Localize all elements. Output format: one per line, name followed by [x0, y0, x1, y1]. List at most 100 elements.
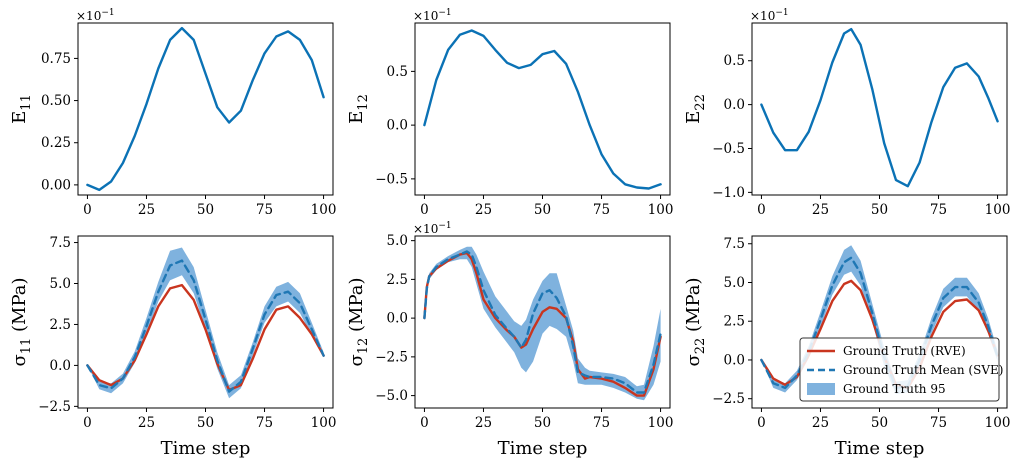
panel-s11: −2.5 0.0 2.5 5.0 7.5 0 25 50 75 100 σ11 (MPa) Time …	[9, 235, 336, 459]
strain-line	[423, 29, 662, 190]
multiplier-exponent: −1	[101, 8, 114, 18]
x-tick-label: 25	[475, 202, 492, 218]
y-tick-label: 7.5	[724, 236, 745, 252]
multiplier-exponent: −1	[438, 8, 451, 18]
y-tick-label: −2.5	[38, 399, 71, 415]
y-tick-label: 0.00	[41, 177, 71, 193]
rve-line	[86, 283, 325, 392]
y-axis-label: σ11 (MPa)	[9, 277, 34, 366]
y-tick-label: 0.0	[387, 311, 408, 327]
y-axis-label: E12	[346, 94, 371, 124]
x-tick-label: 100	[985, 415, 1011, 431]
axis-multiplier: ×10−1	[413, 221, 452, 236]
x-tick-label: 0	[757, 415, 766, 431]
x-axis-label: Time step	[498, 438, 588, 459]
y-tick-label: 5.0	[387, 233, 408, 249]
sve-mean-line	[86, 259, 325, 393]
x-tick-label: 0	[83, 415, 92, 431]
multiplier-base: ×10	[750, 9, 775, 23]
y-label-subscript: 22	[693, 338, 708, 355]
x-tick-label: 100	[648, 202, 674, 218]
sve-mean-line	[760, 256, 999, 390]
axis-multiplier: ×10−1	[76, 8, 115, 23]
y-axis-label: E11	[9, 94, 34, 124]
y-tick-label: 2.5	[724, 314, 745, 330]
y-label-symbol: E	[683, 111, 704, 124]
rve-line	[423, 251, 662, 397]
y-label-subscript: 11	[19, 94, 34, 111]
y-tick-label: −2.5	[712, 391, 745, 407]
axis-multiplier: ×10−1	[750, 8, 789, 23]
multiplier-exponent: −1	[438, 221, 451, 231]
y-tick-label: 5.0	[50, 276, 71, 292]
axes-frame	[414, 22, 671, 196]
x-tick-label: 50	[534, 202, 551, 218]
x-tick-label: 0	[83, 202, 92, 218]
axes-frame	[77, 22, 334, 196]
x-tick-label: 75	[930, 415, 947, 431]
y-tick-label: 7.5	[50, 235, 71, 251]
panel-e11: 0.00 0.25 0.50 0.75 0 25 50 75 100 ×10−1 E11	[9, 8, 336, 218]
y-label-symbol: E	[346, 111, 367, 124]
panel-e22: −1.0 −0.5 0.0 0.5 0 25 50 75 100 ×10−1 E22	[683, 8, 1010, 218]
y-tick-label: 0.5	[387, 64, 408, 80]
x-tick-label: 50	[197, 415, 214, 431]
y-label-symbol: σ	[9, 354, 30, 366]
x-axis-label: Time step	[161, 438, 251, 459]
x-tick-label: 25	[138, 415, 155, 431]
y-tick-label: 0.0	[387, 118, 408, 134]
x-tick-label: 100	[648, 415, 674, 431]
legend-label: Ground Truth Mean (SVE)	[843, 363, 1003, 377]
multiplier-exponent: −1	[775, 8, 788, 18]
panel-s12: −5.0 −2.5 0.0 2.5 5.0 0 25 50 75 100 ×10−1 σ12 (MPa…	[346, 221, 673, 459]
confidence-band-95	[424, 246, 661, 401]
y-tick-label: −5.0	[375, 388, 408, 404]
y-axis-label: E22	[683, 94, 708, 124]
x-tick-label: 75	[593, 415, 610, 431]
y-tick-label: 0.50	[41, 93, 71, 109]
y-tick-label: 0.75	[41, 51, 71, 67]
x-tick-label: 25	[138, 202, 155, 218]
multiplier-base: ×10	[413, 222, 438, 236]
x-tick-label: 75	[256, 415, 273, 431]
x-tick-label: 50	[871, 415, 888, 431]
x-tick-label: 0	[420, 415, 429, 431]
panel-e12: −0.5 0.0 0.5 0 25 50 75 100 ×10−1 E12	[346, 8, 673, 218]
y-tick-label: 2.5	[50, 317, 71, 333]
x-tick-label: 0	[757, 202, 766, 218]
y-tick-label: 0.5	[724, 53, 745, 69]
y-label-subscript: 11	[19, 338, 34, 355]
x-tick-label: 100	[311, 415, 337, 431]
x-axis-label: Time step	[835, 438, 925, 459]
y-label-subscript: 12	[356, 94, 371, 111]
y-tick-label: −0.5	[375, 171, 408, 187]
axes-frame	[751, 22, 1008, 196]
legend-label: Ground Truth (RVE)	[843, 344, 966, 358]
x-tick-label: 100	[985, 202, 1011, 218]
y-label-unit: (MPa)	[9, 277, 30, 337]
multiplier-base: ×10	[76, 9, 101, 23]
x-tick-label: 50	[871, 202, 888, 218]
sve-mean-line	[423, 250, 662, 394]
legend-swatch-band	[807, 383, 835, 395]
legend-box	[799, 337, 1000, 402]
y-tick-label: 0.0	[724, 352, 745, 368]
y-tick-label: 0.25	[41, 135, 71, 151]
y-label-unit: (MPa)	[683, 277, 704, 337]
x-tick-label: 50	[197, 202, 214, 218]
multiplier-base: ×10	[413, 9, 438, 23]
y-axis-label: σ22 (MPa)	[683, 277, 708, 366]
y-label-symbol: E	[9, 111, 30, 124]
y-tick-label: 5.0	[724, 275, 745, 291]
x-tick-label: 50	[534, 415, 551, 431]
x-tick-label: 25	[475, 415, 492, 431]
y-axis-label: σ12 (MPa)	[346, 277, 371, 366]
x-tick-label: 75	[256, 202, 273, 218]
y-label-symbol: σ	[683, 354, 704, 366]
y-label-unit: (MPa)	[346, 277, 367, 337]
strain-line	[760, 27, 999, 188]
panel-s22: −2.5 0.0 2.5 5.0 7.5 0 25 50 75 100 σ22 (MPa) Time …	[683, 235, 1011, 459]
y-label-subscript: 12	[356, 338, 371, 355]
legend-label: Ground Truth 95	[843, 382, 946, 396]
